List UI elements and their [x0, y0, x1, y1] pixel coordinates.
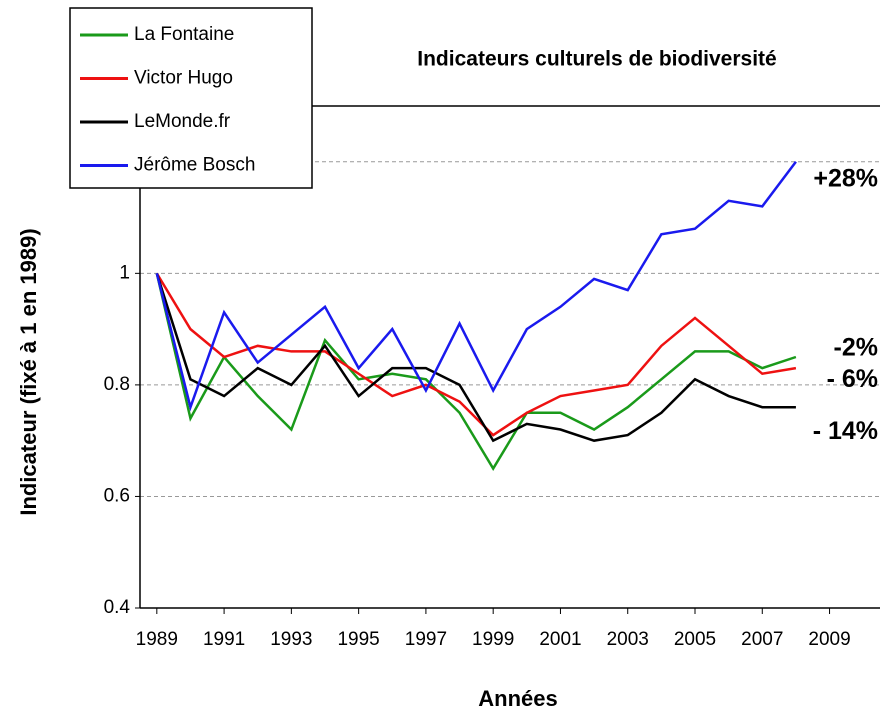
x-tick-label: 2001 [539, 629, 581, 650]
y-tick-label: 0.8 [104, 374, 130, 395]
x-tick-label: 2007 [741, 629, 783, 650]
legend-box [69, 7, 313, 189]
x-tick-label: 1997 [405, 629, 447, 650]
x-tick-label: 1999 [472, 629, 514, 650]
x-tick-label: 1993 [270, 629, 312, 650]
legend-label: Victor Hugo [134, 68, 233, 89]
legend-label: Jérôme Bosch [134, 155, 255, 176]
x-tick-label: 1989 [136, 629, 178, 650]
series-line [155, 272, 797, 437]
chart-title: Indicateurs culturels de biodiversité [417, 48, 776, 71]
series-line [155, 272, 796, 443]
legend-label: La Fontaine [134, 24, 234, 45]
x-tick-label: 2009 [808, 629, 850, 650]
x-tick-label: 1991 [203, 629, 245, 650]
end-label: - 6% [827, 365, 878, 393]
y-tick-label: 1 [119, 262, 130, 283]
series-line [155, 273, 797, 471]
end-label: - 14% [813, 417, 878, 445]
y-tick-label: 0.4 [104, 597, 131, 618]
y-tick-label: 0.6 [104, 485, 130, 506]
series-line [155, 161, 797, 412]
x-tick-label: 2003 [607, 629, 649, 650]
x-tick-label: 2005 [674, 629, 716, 650]
legend-label: LeMonde.fr [134, 111, 231, 132]
x-axis-label: Années [478, 686, 557, 711]
y-axis-label: Indicateur (fixé à 1 en 1989) [16, 228, 41, 515]
end-label: +28% [813, 164, 878, 192]
end-label: -2% [834, 334, 878, 362]
x-tick-label: 1995 [337, 629, 379, 650]
